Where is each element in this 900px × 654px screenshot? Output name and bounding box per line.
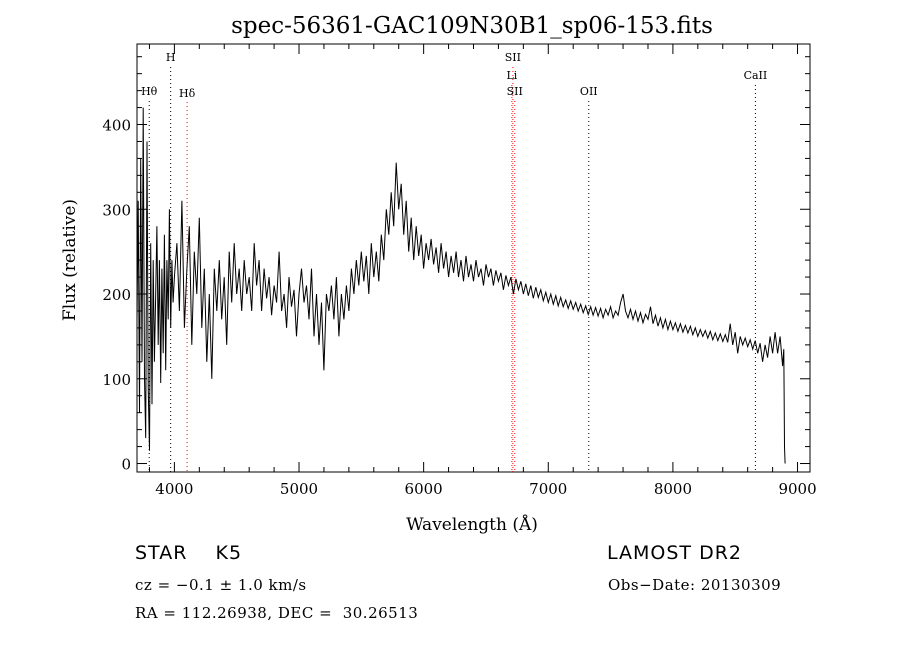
spectral-line-label: CaII xyxy=(744,69,768,82)
chart-title: spec-56361-GAC109N30B1_sp06-153.fits xyxy=(231,13,713,39)
y-axis-label: Flux (relative) xyxy=(60,199,80,321)
spectral-line-label: SII xyxy=(505,51,521,64)
x-tick-label: 9000 xyxy=(778,480,816,498)
spectral-line-label: H xyxy=(166,51,176,64)
x-tick-label: 5000 xyxy=(280,480,318,498)
spectral-line-label: OII xyxy=(580,85,598,98)
spectrum-line xyxy=(136,107,786,464)
y-tick-label: 400 xyxy=(102,117,131,135)
spectral-line-label: Hθ xyxy=(141,85,158,98)
survey-name: LAMOST DR2 xyxy=(607,542,742,564)
spectral-line-label: Hδ xyxy=(179,87,196,100)
y-tick-label: 100 xyxy=(102,371,131,389)
y-tick-label: 200 xyxy=(102,286,131,304)
x-axis-label: Wavelength (Å) xyxy=(406,514,538,535)
object-class: STAR K5 xyxy=(135,542,243,564)
redshift-velocity: cz = −0.1 ± 1.0 km/s xyxy=(135,576,307,594)
spectral-line-label: Li xyxy=(506,69,517,82)
observation-date: Obs−Date: 20130309 xyxy=(608,576,782,594)
y-tick-label: 0 xyxy=(121,456,131,474)
y-tick-label: 300 xyxy=(102,201,131,219)
x-tick-label: 8000 xyxy=(654,480,692,498)
spectral-line-label: SII xyxy=(507,85,523,98)
coordinates: RA = 112.26938, DEC = 30.26513 xyxy=(135,604,419,622)
x-tick-label: 6000 xyxy=(405,480,443,498)
plot-frame xyxy=(136,43,811,473)
x-tick-label: 7000 xyxy=(529,480,567,498)
x-tick-label: 4000 xyxy=(155,480,193,498)
